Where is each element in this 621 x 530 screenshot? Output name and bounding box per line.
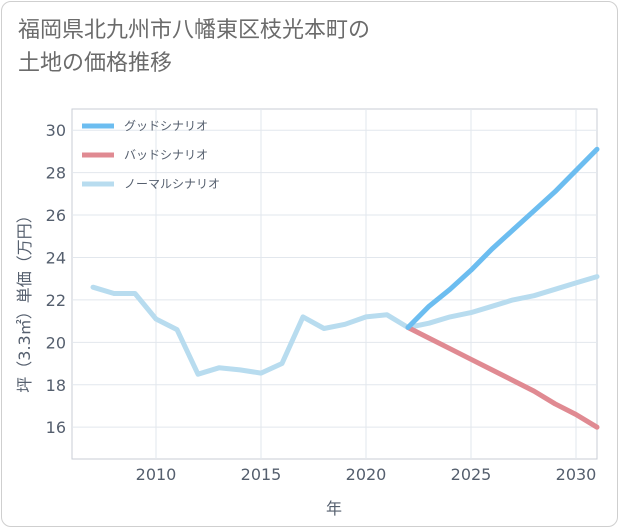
y-axis-label: 坪（3.3㎡）単価（万円） (15, 207, 34, 392)
legend-label-1: バッドシナリオ (124, 148, 208, 162)
y-tick-24: 24 (46, 248, 66, 267)
y-tick-28: 28 (46, 164, 66, 183)
title-line-1: 福岡県北九州市八幡東区枝光本町の (18, 18, 371, 43)
x-tick-2020: 2020 (346, 465, 387, 484)
plot-area (71, 108, 598, 460)
y-tick-labels: 16 18 20 22 24 26 28 30 (46, 121, 66, 437)
series-lines (90, 146, 600, 430)
legend-label-2: ノーマルシナリオ (124, 177, 220, 191)
y-tick-20: 20 (46, 333, 66, 352)
title-line-2: 土地の価格推移 (18, 51, 173, 76)
x-axis-label: 年 (326, 499, 342, 518)
x-tick-2025: 2025 (451, 465, 492, 484)
x-tick-2010: 2010 (136, 465, 177, 484)
grid-lines (72, 109, 597, 459)
y-tick-30: 30 (46, 121, 66, 140)
chart-title: 福岡県北九州市八幡東区枝光本町の 土地の価格推移 (18, 14, 538, 80)
series-line-2 (90, 274, 600, 377)
y-tick-26: 26 (46, 206, 66, 225)
x-tick-labels: 2010 2015 2020 2025 2030 (136, 465, 597, 484)
series-line-0 (405, 146, 600, 330)
series-line-1 (405, 325, 600, 430)
x-tick-2015: 2015 (241, 465, 282, 484)
legend-label-0: グッドシナリオ (124, 119, 208, 133)
y-tick-16: 16 (46, 418, 66, 437)
y-tick-22: 22 (46, 291, 66, 310)
y-tick-18: 18 (46, 376, 66, 395)
x-tick-2030: 2030 (556, 465, 597, 484)
